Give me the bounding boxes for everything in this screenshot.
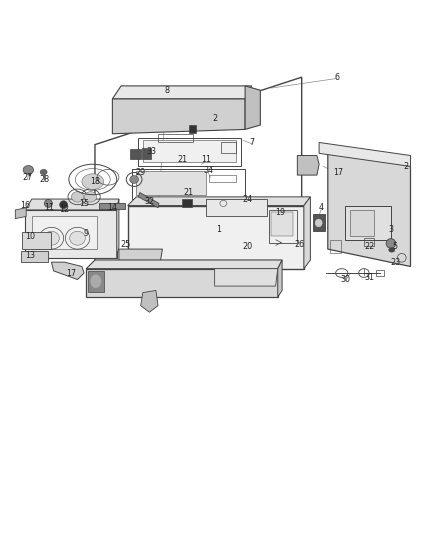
- Text: 2: 2: [212, 114, 217, 123]
- Polygon shape: [86, 269, 278, 297]
- Bar: [350, 210, 374, 236]
- Text: 23: 23: [390, 257, 400, 266]
- Ellipse shape: [40, 169, 47, 175]
- Bar: [182, 199, 191, 207]
- Ellipse shape: [389, 248, 395, 252]
- Polygon shape: [113, 86, 252, 99]
- Text: 8: 8: [164, 86, 169, 95]
- Text: 24: 24: [242, 195, 252, 204]
- Text: 28: 28: [40, 175, 50, 184]
- Ellipse shape: [44, 231, 59, 245]
- Text: 20: 20: [242, 243, 252, 252]
- Bar: [143, 140, 237, 162]
- Text: 12: 12: [60, 205, 70, 214]
- Bar: [221, 142, 237, 154]
- Text: 6: 6: [334, 72, 339, 82]
- Polygon shape: [127, 206, 304, 269]
- Ellipse shape: [85, 192, 97, 202]
- Polygon shape: [25, 199, 119, 210]
- Text: 34: 34: [203, 166, 213, 175]
- Polygon shape: [21, 251, 48, 262]
- Bar: [141, 148, 151, 158]
- Bar: [271, 212, 293, 236]
- Bar: [88, 271, 104, 292]
- Text: 11: 11: [44, 203, 54, 212]
- Text: 17: 17: [66, 269, 76, 278]
- Text: 16: 16: [20, 201, 30, 210]
- Text: 22: 22: [364, 243, 374, 252]
- Bar: [138, 138, 241, 166]
- Polygon shape: [117, 199, 119, 258]
- Polygon shape: [25, 210, 117, 258]
- Text: 10: 10: [25, 231, 35, 240]
- Text: 18: 18: [90, 177, 100, 186]
- Polygon shape: [297, 156, 319, 175]
- Bar: [99, 204, 124, 208]
- Bar: [269, 210, 297, 243]
- Polygon shape: [113, 99, 245, 134]
- Bar: [206, 199, 267, 216]
- Text: 27: 27: [22, 173, 32, 182]
- Text: 30: 30: [340, 275, 350, 284]
- Text: 32: 32: [144, 197, 155, 206]
- Polygon shape: [51, 262, 84, 279]
- Text: 17: 17: [334, 168, 344, 177]
- Bar: [188, 125, 196, 133]
- Polygon shape: [86, 260, 282, 269]
- Text: 3: 3: [389, 225, 393, 234]
- Bar: [130, 149, 141, 158]
- Text: 15: 15: [79, 199, 89, 208]
- Ellipse shape: [130, 175, 138, 183]
- Polygon shape: [138, 192, 159, 208]
- Text: 4: 4: [319, 203, 324, 212]
- Text: 25: 25: [120, 240, 131, 249]
- Text: 31: 31: [364, 273, 374, 282]
- Text: 7: 7: [249, 138, 254, 147]
- Polygon shape: [328, 149, 410, 266]
- Bar: [376, 270, 384, 276]
- Polygon shape: [278, 260, 282, 297]
- Ellipse shape: [23, 166, 34, 174]
- Ellipse shape: [315, 219, 322, 227]
- Bar: [136, 171, 206, 195]
- Bar: [209, 175, 236, 182]
- Ellipse shape: [386, 239, 396, 248]
- Polygon shape: [215, 269, 278, 286]
- Text: 33: 33: [147, 147, 156, 156]
- Text: 29: 29: [135, 168, 146, 177]
- Polygon shape: [22, 232, 51, 249]
- Polygon shape: [304, 197, 311, 269]
- Ellipse shape: [60, 201, 67, 208]
- Text: 13: 13: [25, 251, 35, 260]
- Bar: [132, 168, 245, 199]
- Ellipse shape: [91, 275, 101, 288]
- Polygon shape: [15, 208, 26, 219]
- Polygon shape: [319, 142, 410, 166]
- Polygon shape: [345, 206, 391, 240]
- Text: 21: 21: [177, 156, 187, 164]
- Bar: [32, 216, 97, 249]
- Polygon shape: [245, 86, 260, 130]
- Polygon shape: [141, 290, 158, 312]
- Polygon shape: [127, 197, 311, 206]
- Ellipse shape: [71, 192, 84, 202]
- Polygon shape: [119, 249, 162, 262]
- Text: 19: 19: [275, 207, 285, 216]
- Ellipse shape: [82, 174, 104, 189]
- Bar: [330, 240, 341, 254]
- Bar: [313, 214, 325, 231]
- Text: 11: 11: [201, 156, 211, 164]
- Bar: [158, 134, 193, 142]
- Ellipse shape: [70, 231, 85, 245]
- Ellipse shape: [45, 199, 52, 207]
- Text: 26: 26: [294, 240, 304, 249]
- Text: 1: 1: [216, 225, 222, 234]
- Bar: [364, 238, 374, 246]
- Text: 14: 14: [107, 203, 117, 212]
- Text: 9: 9: [84, 229, 89, 238]
- Text: 5: 5: [393, 243, 398, 252]
- Text: 2: 2: [403, 162, 409, 171]
- Text: 21: 21: [184, 188, 194, 197]
